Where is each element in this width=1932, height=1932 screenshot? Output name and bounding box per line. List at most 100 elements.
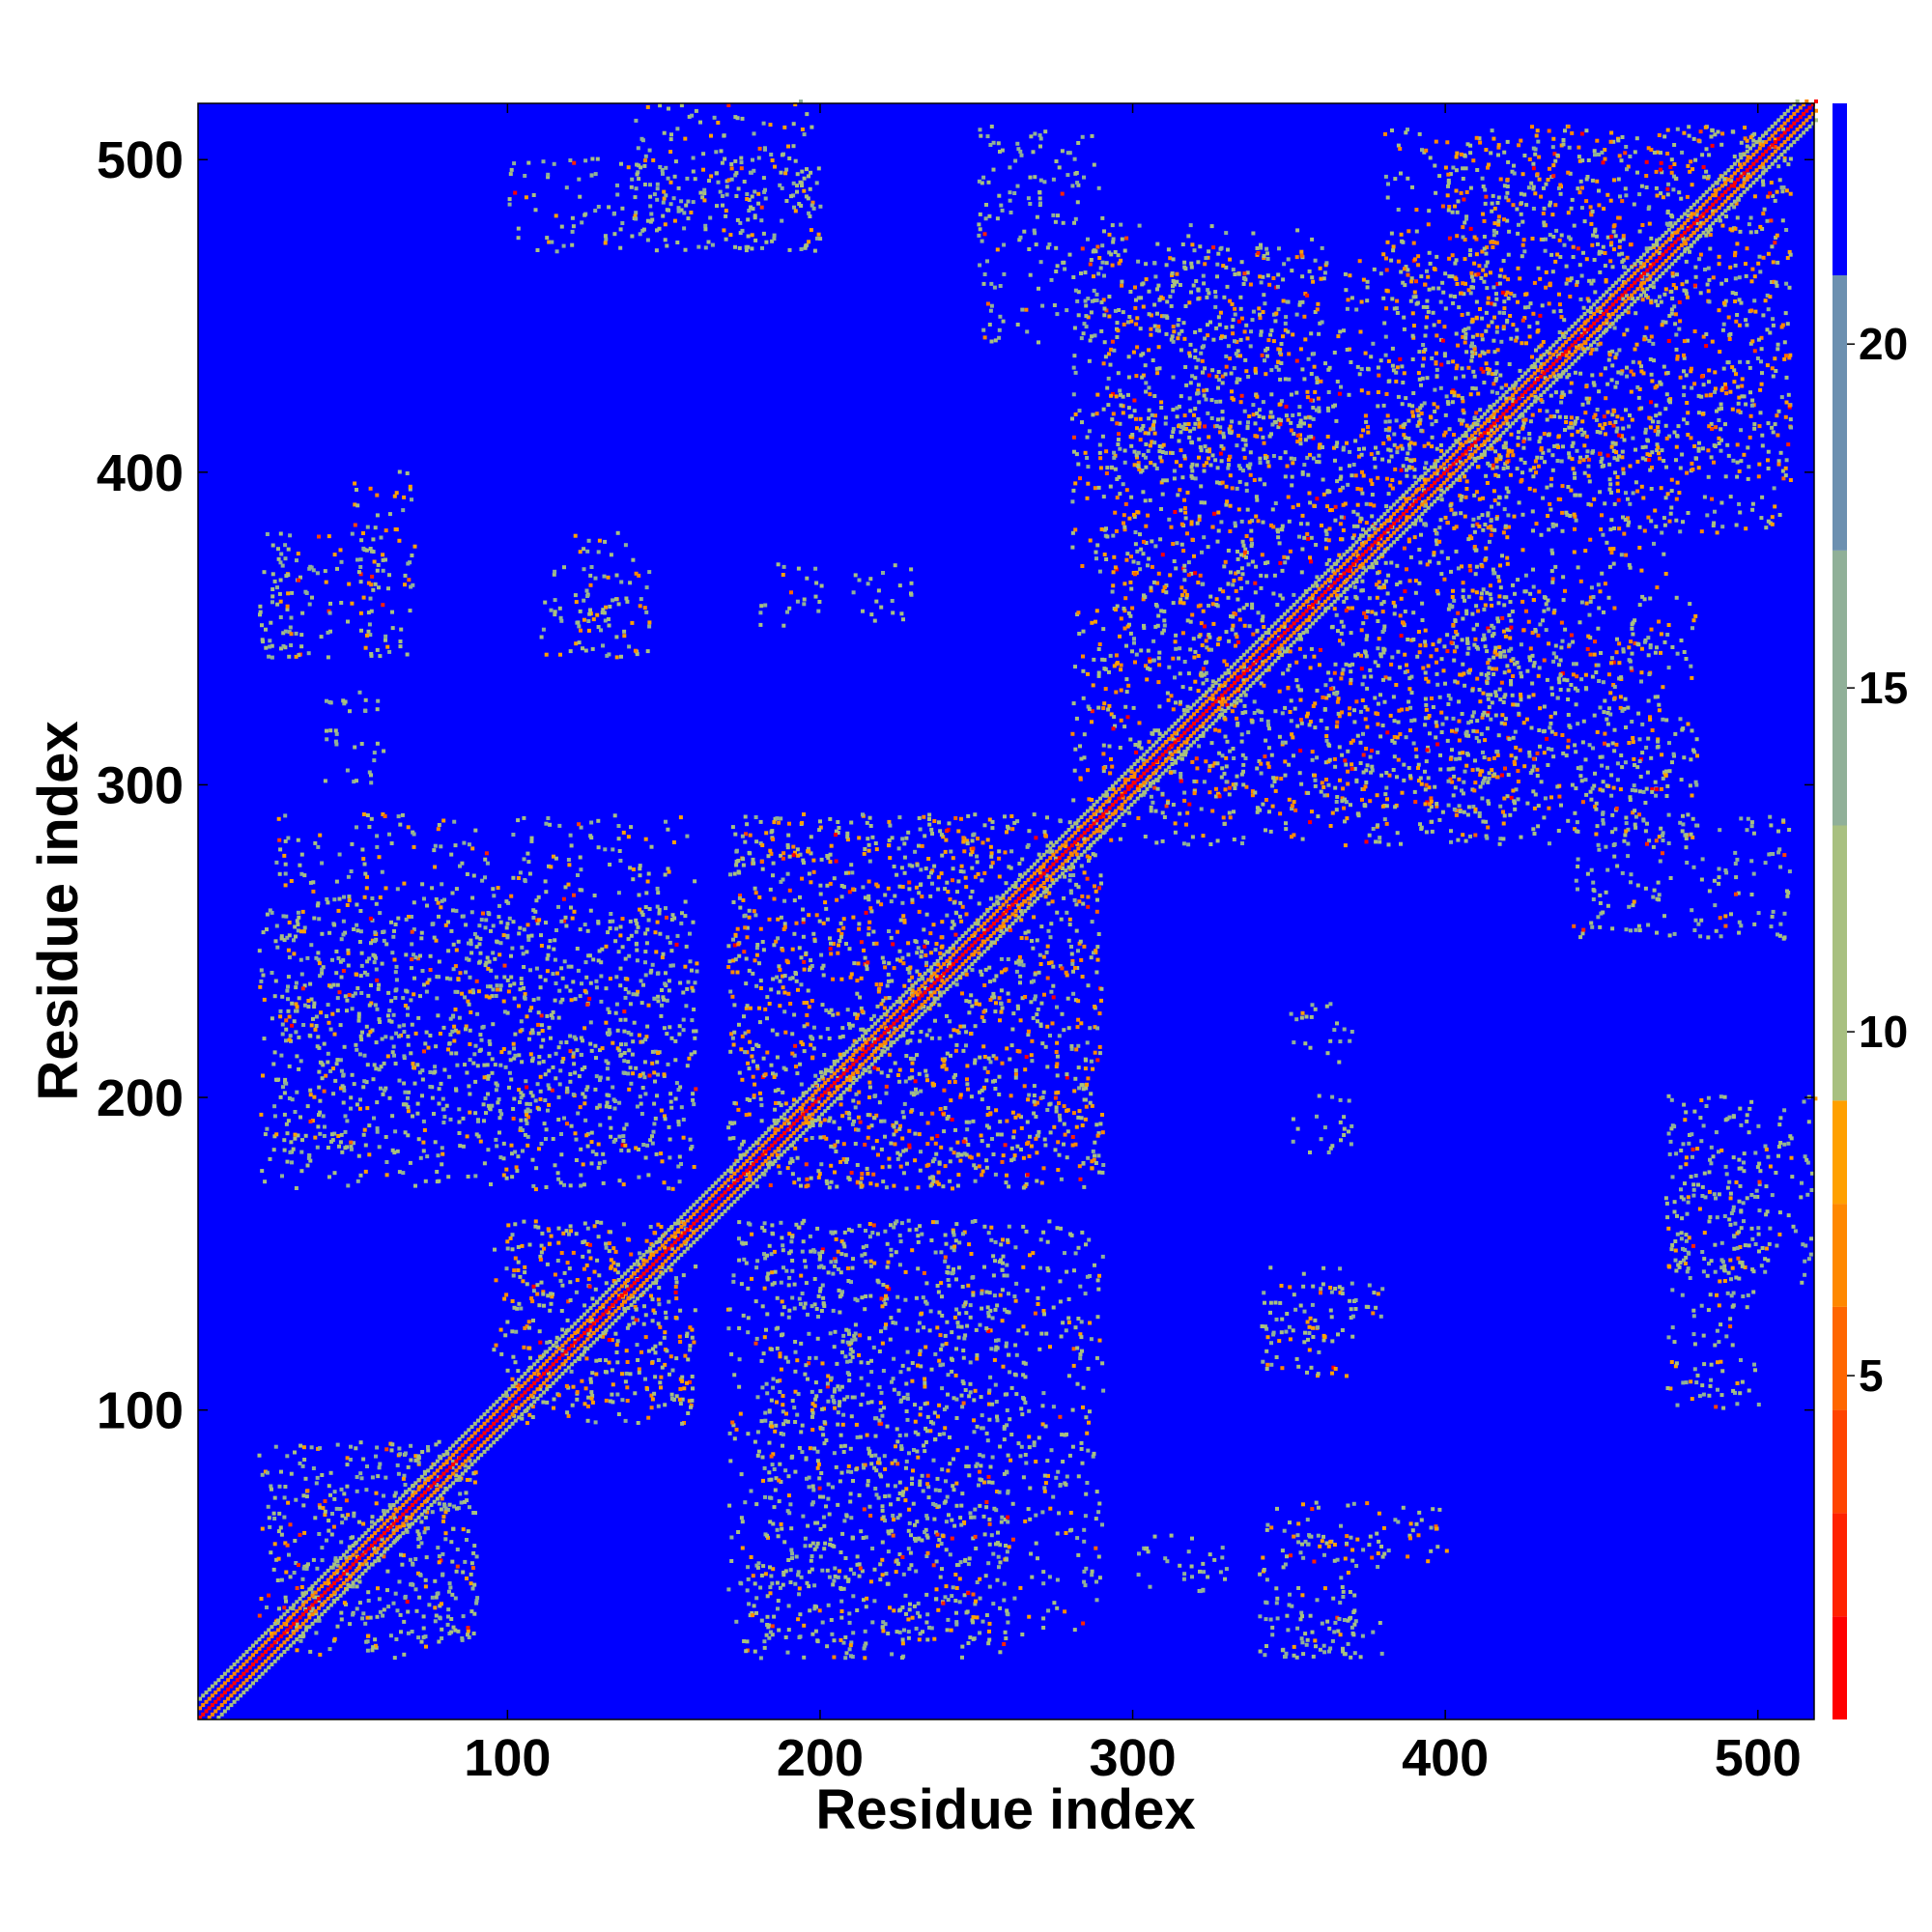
contact-cell bbox=[1000, 1319, 1005, 1323]
contact-cell bbox=[340, 1150, 345, 1154]
contact-cell bbox=[1082, 1539, 1087, 1544]
contact-cell bbox=[673, 1235, 678, 1239]
contact-cell bbox=[525, 1122, 529, 1125]
contact-cell bbox=[844, 1651, 849, 1656]
contact-cell bbox=[952, 1457, 955, 1462]
contact-cell bbox=[1083, 1292, 1088, 1296]
contact-cell bbox=[436, 900, 440, 905]
contact-cell bbox=[917, 909, 922, 914]
contact-cell bbox=[670, 963, 675, 968]
contact-cell bbox=[891, 1514, 895, 1518]
contact-cell bbox=[767, 1635, 772, 1640]
contact-cell bbox=[987, 1517, 992, 1521]
contact-cell bbox=[589, 1318, 594, 1322]
contact-cell bbox=[923, 1530, 927, 1535]
contact-cell bbox=[472, 1544, 477, 1548]
contact-cell bbox=[454, 1473, 459, 1478]
contact-cell bbox=[295, 1648, 299, 1653]
contact-cell bbox=[358, 974, 363, 979]
contact-cell bbox=[955, 1183, 960, 1188]
contact-cell bbox=[1011, 1011, 1016, 1016]
contact-cell bbox=[965, 1077, 969, 1082]
contact-cell bbox=[355, 1179, 360, 1183]
contact-cell bbox=[966, 1591, 971, 1596]
contact-cell bbox=[952, 923, 956, 927]
contact-cell bbox=[949, 1053, 952, 1058]
contact-cell bbox=[436, 1546, 440, 1550]
contact-cell bbox=[570, 1403, 575, 1407]
contact-cell bbox=[480, 878, 485, 883]
contact-cell bbox=[922, 1443, 926, 1448]
contact-cell bbox=[978, 1503, 982, 1508]
contact-cell bbox=[994, 1400, 999, 1404]
contact-cell bbox=[1021, 1264, 1026, 1269]
contact-cell bbox=[858, 1435, 863, 1439]
contact-cell bbox=[729, 1032, 734, 1037]
contact-cell bbox=[917, 816, 922, 820]
contact-cell bbox=[747, 908, 752, 913]
contact-cell bbox=[777, 1628, 781, 1633]
contact-cell bbox=[876, 1066, 880, 1071]
contact-cell bbox=[990, 1402, 995, 1406]
contact-cell bbox=[810, 1502, 814, 1507]
contact-cell bbox=[816, 1099, 821, 1104]
contact-cell bbox=[768, 1565, 772, 1570]
contact-cell bbox=[812, 1446, 817, 1451]
contact-cell bbox=[282, 853, 287, 858]
contact-cell bbox=[969, 993, 974, 998]
contact-cell bbox=[954, 1042, 959, 1047]
contact-cell bbox=[261, 1073, 265, 1078]
contact-cell bbox=[897, 1263, 902, 1267]
contact-cell bbox=[907, 1076, 912, 1081]
contact-cell bbox=[495, 983, 499, 988]
contact-cell bbox=[824, 1136, 829, 1141]
contact-cell bbox=[1046, 928, 1051, 933]
contact-cell bbox=[987, 1584, 992, 1589]
contact-cell bbox=[468, 1092, 472, 1096]
contact-cell bbox=[833, 1143, 838, 1148]
contact-cell bbox=[806, 1377, 810, 1381]
contact-cell bbox=[469, 1561, 474, 1566]
contact-cell bbox=[419, 1639, 424, 1644]
contact-cell bbox=[838, 1096, 843, 1101]
contact-cell bbox=[888, 823, 893, 828]
contact-cell bbox=[1080, 975, 1085, 979]
contact-cell bbox=[611, 847, 615, 852]
contact-cell bbox=[599, 974, 604, 979]
contact-cell bbox=[895, 1516, 900, 1520]
contact-cell bbox=[326, 1146, 330, 1150]
contact-cell bbox=[937, 1160, 942, 1165]
contact-cell bbox=[989, 854, 994, 859]
contact-cell bbox=[1100, 1130, 1105, 1135]
contact-cell bbox=[950, 1245, 954, 1250]
contact-cell bbox=[475, 1011, 480, 1016]
contact-cell bbox=[797, 1446, 802, 1450]
contact-cell bbox=[984, 1165, 989, 1170]
contact-cell bbox=[778, 1171, 782, 1176]
contact-cell bbox=[534, 918, 539, 923]
contact-cell bbox=[510, 1233, 515, 1237]
contact-cell bbox=[973, 1507, 978, 1512]
contact-cell bbox=[1027, 1435, 1032, 1439]
contact-cell bbox=[1055, 1054, 1060, 1059]
contact-cell bbox=[880, 955, 885, 960]
contact-cell bbox=[1068, 1511, 1073, 1515]
contact-cell bbox=[289, 1471, 294, 1476]
contact-cell bbox=[508, 1236, 513, 1240]
contact-cell bbox=[448, 1033, 453, 1037]
contact-cell bbox=[943, 1233, 948, 1237]
contact-cell bbox=[1084, 1104, 1089, 1109]
contact-cell bbox=[838, 1586, 843, 1590]
contact-cell bbox=[841, 1586, 846, 1591]
contact-cell bbox=[817, 1252, 822, 1257]
contact-cell bbox=[411, 1490, 415, 1494]
contact-cell bbox=[320, 967, 325, 972]
contact-cell bbox=[804, 1162, 809, 1167]
contact-cell bbox=[794, 1222, 799, 1227]
contact-cell bbox=[961, 1232, 965, 1236]
contact-cell bbox=[752, 861, 756, 866]
contact-cell bbox=[362, 1079, 367, 1084]
contact-cell bbox=[656, 1072, 661, 1077]
contact-cell bbox=[340, 1084, 345, 1089]
contact-cell bbox=[257, 1453, 262, 1458]
